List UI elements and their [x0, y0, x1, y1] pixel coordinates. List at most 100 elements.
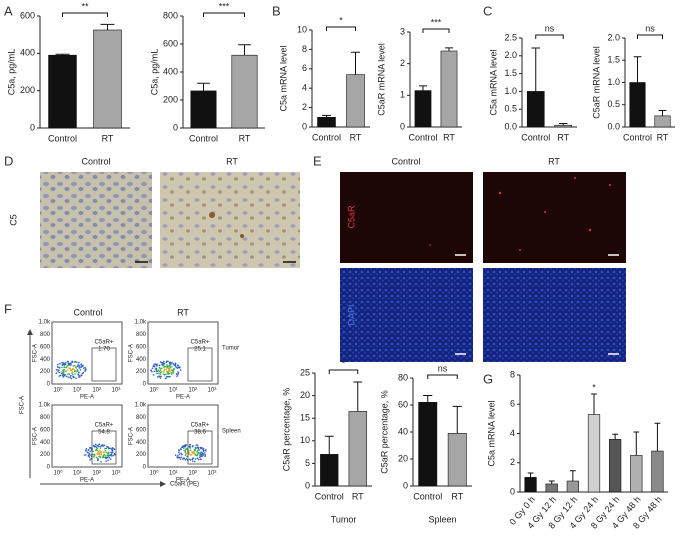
cytometry-event	[72, 365, 75, 367]
y-tick-label: 600	[136, 344, 147, 350]
cytometry-event	[157, 372, 160, 375]
error-bar	[591, 393, 597, 415]
bar	[566, 480, 579, 493]
y-tick-label: 400	[20, 48, 35, 58]
cytometry-event	[153, 363, 155, 366]
cytometry-event	[69, 376, 71, 379]
error-bar	[197, 82, 210, 91]
cytometry-event	[96, 449, 99, 452]
cytometry-event	[176, 375, 178, 378]
column-label: RT	[226, 156, 238, 166]
cytometry-event	[113, 448, 116, 450]
cytometry-event	[89, 459, 91, 461]
cytometry-event	[199, 454, 202, 456]
cytometry-event	[110, 452, 113, 454]
cytometry-event	[66, 365, 68, 367]
y-tick-label: 1.5	[504, 68, 517, 78]
cytometry-event	[151, 367, 154, 369]
x-axis-label: Tumor	[331, 514, 357, 524]
bar	[320, 454, 339, 487]
if-image	[483, 172, 626, 263]
cytometry-event	[62, 376, 65, 378]
cytometry-event	[69, 363, 72, 366]
cytometry-event	[172, 372, 174, 374]
cytometry-event	[196, 444, 199, 446]
cytometry-event	[168, 375, 170, 378]
x-tick-label: 10³	[112, 388, 121, 394]
y-tick-label: 0	[400, 121, 405, 131]
cytometry-event	[85, 447, 88, 450]
cytometry-event	[197, 458, 200, 461]
cytometry-event	[104, 449, 107, 452]
cytometry-event	[189, 447, 192, 449]
x-tick-label: RT	[350, 132, 362, 142]
y-tick-label: 0	[143, 382, 147, 388]
y-tick-label: 1.0k	[39, 403, 51, 409]
cytometry-event	[93, 454, 96, 457]
cytometry-event	[65, 370, 67, 373]
bar	[609, 439, 622, 493]
error-bar	[353, 381, 363, 412]
cytometry-event	[89, 450, 92, 453]
stain-spot	[209, 212, 215, 218]
y-tick-label: 8	[510, 369, 515, 379]
y-axis-label: C5aR percentage, %	[379, 390, 389, 474]
stain-spot	[240, 234, 244, 238]
cytometry-event	[108, 456, 111, 459]
if-image	[340, 172, 473, 263]
cytometry-event	[175, 366, 177, 368]
cytometry-event	[67, 360, 69, 363]
cytometry-event	[160, 371, 163, 373]
cytometry-event	[181, 453, 183, 456]
y-tick-label: 400	[40, 440, 51, 446]
cytometry-event	[75, 367, 78, 369]
gate-label: C5aR+	[95, 423, 114, 429]
cytometry-event	[180, 446, 183, 449]
bar	[346, 74, 365, 128]
cytometry-event	[105, 456, 107, 459]
y-axis-label: C5a mRNA level	[486, 400, 496, 466]
cytometry-event	[189, 443, 192, 446]
x-axis-label: Spleen	[428, 514, 456, 524]
cytometry-event	[94, 443, 97, 446]
cytometry-event	[99, 455, 102, 458]
cytometry-event	[164, 377, 167, 380]
cytometry-event	[114, 453, 117, 456]
cytometry-event	[58, 367, 61, 369]
significance: ns	[438, 363, 448, 373]
cytometry-event	[152, 374, 155, 376]
cytometry-event	[105, 447, 107, 450]
cytometry-event	[167, 367, 170, 370]
cytometry-event	[68, 367, 70, 369]
cytometry-event	[166, 364, 168, 366]
gate-label: C5aR+	[191, 423, 210, 429]
cytometry-event	[177, 451, 180, 454]
cytometry-event	[193, 460, 196, 463]
y-tick-label: 800	[136, 332, 147, 338]
y-tick-label: 600	[20, 10, 35, 20]
cytometry-event	[175, 373, 178, 375]
significance-bracket	[328, 369, 359, 374]
cytometry-event	[184, 450, 187, 452]
x-tick-label: Control	[189, 133, 218, 143]
panel-letter: C	[483, 3, 492, 18]
flow-plot	[147, 404, 219, 468]
cytometry-event	[198, 449, 200, 451]
cytometry-event	[176, 366, 178, 369]
cytometry-event	[163, 360, 165, 363]
cytometry-event	[160, 375, 162, 378]
cytometry-event	[108, 447, 110, 450]
panel-letter: F	[4, 301, 12, 316]
cytometry-event	[200, 451, 202, 453]
error-bar	[100, 23, 115, 30]
channel-label: C5aR	[346, 205, 356, 229]
x-tick-label: RT	[102, 133, 114, 143]
cytometry-event	[161, 367, 163, 370]
cytometry-event	[61, 361, 63, 364]
y-tick-label: 20	[300, 390, 310, 400]
cytometry-event	[169, 363, 172, 366]
row-label: Spleen	[222, 429, 241, 435]
bar	[231, 54, 258, 129]
y-tick-label: 0	[47, 382, 51, 388]
